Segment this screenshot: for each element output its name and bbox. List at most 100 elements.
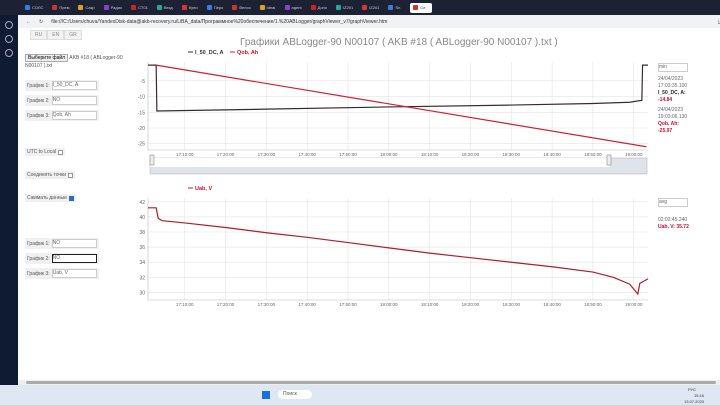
- utc-checkbox[interactable]: [58, 149, 64, 155]
- file-picker: Выберите файл AKB #18 ( ABLogger-90 N001…: [25, 54, 125, 70]
- clock: РУС 15:16 13.07.2023: [684, 387, 704, 405]
- top-graph-3: График 3: Qob, Ah: [25, 110, 99, 121]
- taskbar: [0, 385, 720, 405]
- top-graph-3-select[interactable]: Qob, Ah: [51, 111, 97, 120]
- x-tick-label: 17:30:00: [258, 152, 276, 157]
- start-icon[interactable]: [262, 391, 270, 399]
- top-graph-2: График 2: NO: [25, 95, 99, 106]
- screenshot-icon[interactable]: [5, 49, 13, 57]
- reload-icon[interactable]: ↻: [39, 18, 44, 25]
- label: График 3:: [27, 112, 50, 119]
- x-tick-label: 18:10:00: [421, 302, 439, 307]
- utc-option[interactable]: UTC to Local: [25, 148, 66, 156]
- bottom-graph-1: График 1: NO: [25, 238, 99, 249]
- bottom-graph-1-select[interactable]: NO: [51, 239, 97, 248]
- time: 15:16: [694, 393, 705, 398]
- browser-sidebar: [0, 15, 18, 385]
- label: График 2:: [27, 255, 50, 262]
- back-icon[interactable]: ←: [26, 18, 31, 25]
- x-tick-label: 19:00:00: [625, 302, 643, 307]
- calendar-icon[interactable]: [5, 35, 13, 43]
- browser-tab[interactable]: Радио: [101, 3, 126, 13]
- aggregation-select-1[interactable]: min: [658, 63, 688, 72]
- browser-tab[interactable]: IZ201: [359, 3, 382, 13]
- x-tick-label: 17:50:00: [339, 302, 357, 307]
- y-tick-label: 34: [139, 260, 145, 266]
- charts[interactable]: -5 -10 -15 -20 -25 17:10:00 17:20:00 17:30:00 17…: [0, 0, 720, 380]
- x-tick-label: 18:50:00: [584, 302, 602, 307]
- language-switch: RU EN GR: [30, 30, 82, 40]
- file-name: AKB #18 ( ABLogger-90 N00107 ).txt: [25, 55, 123, 69]
- compress-data-checkbox[interactable]: [68, 195, 74, 201]
- browser-tab[interactable]: Везд: [154, 3, 176, 13]
- x-tick-label: 17:20:00: [217, 152, 235, 157]
- browser-tab[interactable]: Ideal: [257, 3, 279, 13]
- browser-tab[interactable]: Велоз: [229, 3, 253, 13]
- y-tick-label: -10: [138, 95, 145, 101]
- connect-points-checkbox[interactable]: [68, 172, 74, 178]
- page-title: Графики ABLogger-90 N00107 ( AKB #18 ( A…: [240, 37, 558, 48]
- lang-ru[interactable]: RU: [30, 30, 48, 40]
- label: UTC to Local: [27, 149, 57, 155]
- browser-tab[interactable]: СОЛС: [22, 3, 46, 13]
- aggregation-select-2[interactable]: avg: [658, 198, 688, 207]
- browser-tab[interactable]: Се: [410, 2, 433, 13]
- y-tick-label: 30: [139, 290, 145, 296]
- range-handle-left[interactable]: [149, 154, 155, 166]
- series-line-Qob, Ah: [156, 64, 647, 148]
- top-graph-1-select[interactable]: I_50_DC, A: [51, 81, 97, 90]
- top-graph-2-select[interactable]: NO: [51, 96, 97, 105]
- right-panel-1: min 24/04/2023 17:03:35.100 I_50_DC, A: …: [658, 63, 694, 135]
- connect-points-option[interactable]: Соединять точки: [25, 171, 76, 179]
- series-line-Uab, V: [148, 207, 649, 296]
- lang-indicator[interactable]: РУС: [688, 387, 697, 392]
- date: 13.07.2023: [684, 399, 705, 404]
- x-tick-label: 18:40:00: [543, 152, 561, 157]
- url-text[interactable]: file:///C:/Users/chuva/YandexDisk-data@a…: [51, 18, 388, 25]
- address-bar[interactable]: ← ↻ file:///C:/Users/chuva/YandexDisk-da…: [18, 15, 720, 28]
- range-handle-right[interactable]: [606, 154, 612, 166]
- lang-gr[interactable]: GR: [64, 30, 82, 40]
- bottom-graph-3: График 3: Uab, V: [25, 268, 99, 279]
- y-tick-label: -5: [141, 79, 146, 85]
- browser-tab[interactable]: agent: [282, 3, 305, 13]
- x-tick-label: 17:20:00: [217, 302, 235, 307]
- x-tick-label: 18:00:00: [380, 302, 398, 307]
- browser-tab[interactable]: Sn: [385, 3, 407, 13]
- label: График 3:: [27, 270, 50, 277]
- browser-tab[interactable]: Сакр: [75, 3, 97, 13]
- taskbar-search[interactable]: Поиск: [278, 390, 312, 399]
- browser-tab[interactable]: Перо: [204, 3, 227, 13]
- label: График 2:: [27, 97, 50, 104]
- horizontal-scrollbar[interactable]: [18, 380, 720, 385]
- x-tick-label: 17:10:00: [176, 302, 194, 307]
- value: -25.97: [658, 128, 673, 134]
- browser-tab[interactable]: Допо: [308, 3, 330, 13]
- compress-data-option[interactable]: Сжимать данные: [25, 194, 76, 202]
- download-icon[interactable]: ⤓: [717, 18, 720, 25]
- x-tick-label: 18:10:00: [421, 152, 439, 157]
- legend-entry: Uab, V: [195, 186, 212, 192]
- browser-tab[interactable]: СТ01: [128, 3, 151, 13]
- lang-en[interactable]: EN: [47, 30, 65, 40]
- label: График 1:: [27, 82, 50, 89]
- bottom-graph-2-select[interactable]: NO: [51, 254, 97, 263]
- bottom-graph-3-select[interactable]: Uab, V: [51, 269, 97, 278]
- browser-tab[interactable]: Купи: [179, 3, 201, 13]
- y-tick-label: 36: [139, 245, 145, 251]
- cursor-time-2: 24/04/2023 19:03:06.130: [658, 107, 688, 120]
- x-tick-label: 18:20:00: [462, 152, 480, 157]
- x-tick-label: 18:30:00: [502, 152, 520, 157]
- value-label: I_50_DC, A:: [658, 90, 686, 96]
- x-tick-label: 17:40:00: [298, 302, 316, 307]
- history-icon[interactable]: [5, 21, 13, 29]
- browser-tab-bar: СОЛС Прем Сакр Радио СТ01 Везд Купи Перо Велоз Id…: [0, 0, 720, 15]
- y-tick-label: -25: [138, 142, 145, 148]
- x-tick-label: 18:00:00: [380, 152, 398, 157]
- x-tick-label: 18:30:00: [502, 302, 520, 307]
- browser-tab[interactable]: IZ201: [333, 3, 356, 13]
- browser-tab[interactable]: Прем: [49, 3, 72, 13]
- cursor-time-1: 24/04/2023 17:03:35.100: [658, 76, 688, 89]
- x-tick-label: 18:50:00: [584, 152, 602, 157]
- bottom-graph-2: График 2: NO: [25, 253, 99, 264]
